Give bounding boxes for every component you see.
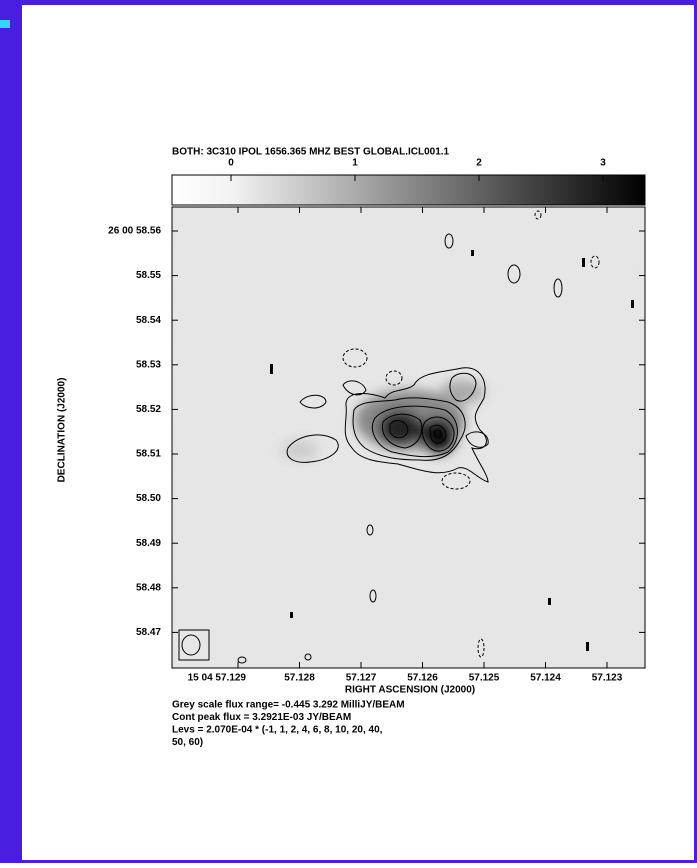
map-title: BOTH: 3C310 IPOL 1656.365 MHZ BEST GLOBA…: [172, 147, 450, 158]
y-tick-label: 58.50: [136, 493, 161, 504]
x-tick-label: 57.126: [407, 673, 438, 684]
colorbar-tick-label: 2: [476, 158, 482, 169]
image-plane: [172, 207, 645, 668]
y-tick-label: 58.47: [136, 627, 161, 638]
y-tick-label: 58.51: [136, 449, 161, 460]
page: {"header":{"title":"BOTH: 3C310 IPOL 165…: [0, 0, 697, 863]
x-axis-label: RIGHT ASCENSION (J2000): [345, 685, 475, 696]
y-tick-label: 58.49: [136, 538, 161, 549]
y-tick-label: 26 00 58.56: [108, 226, 161, 237]
y-tick-label: 58.53: [136, 359, 161, 370]
colorbar-tick-label: 0: [228, 158, 234, 169]
corner-mark: [0, 20, 10, 28]
x-tick-label: 57.123: [592, 673, 623, 684]
colorbar-tick-label: 3: [600, 158, 606, 169]
colorbar: [172, 175, 645, 205]
figure: BOTH: 3C310 IPOL 1656.365 MHZ BEST GLOBA…: [0, 0, 697, 863]
y-tick-label: 58.54: [136, 315, 161, 326]
x-tick-label: 57.125: [469, 673, 500, 684]
note-line: 50, 60): [172, 737, 203, 748]
note-line: Levs = 2.070E-04 * (-1, 1, 2, 4, 6, 8, 1…: [172, 725, 383, 736]
x-tick-label: 57.128: [284, 673, 315, 684]
colorbar-tick-label: 1: [352, 158, 358, 169]
y-axis-label: DECLINATION (J2000): [57, 378, 68, 483]
note-line: Cont peak flux = 3.2921E-03 JY/BEAM: [172, 712, 351, 723]
x-tick-label: 15 04 57.129: [188, 673, 247, 684]
x-tick-label: 57.127: [346, 673, 377, 684]
y-tick-label: 58.52: [136, 404, 161, 415]
x-tick-label: 57.124: [530, 673, 561, 684]
note-line: Grey scale flux range= -0.445 3.292 Mill…: [172, 700, 405, 711]
y-tick-label: 58.48: [136, 582, 161, 593]
y-tick-label: 58.55: [136, 270, 161, 281]
